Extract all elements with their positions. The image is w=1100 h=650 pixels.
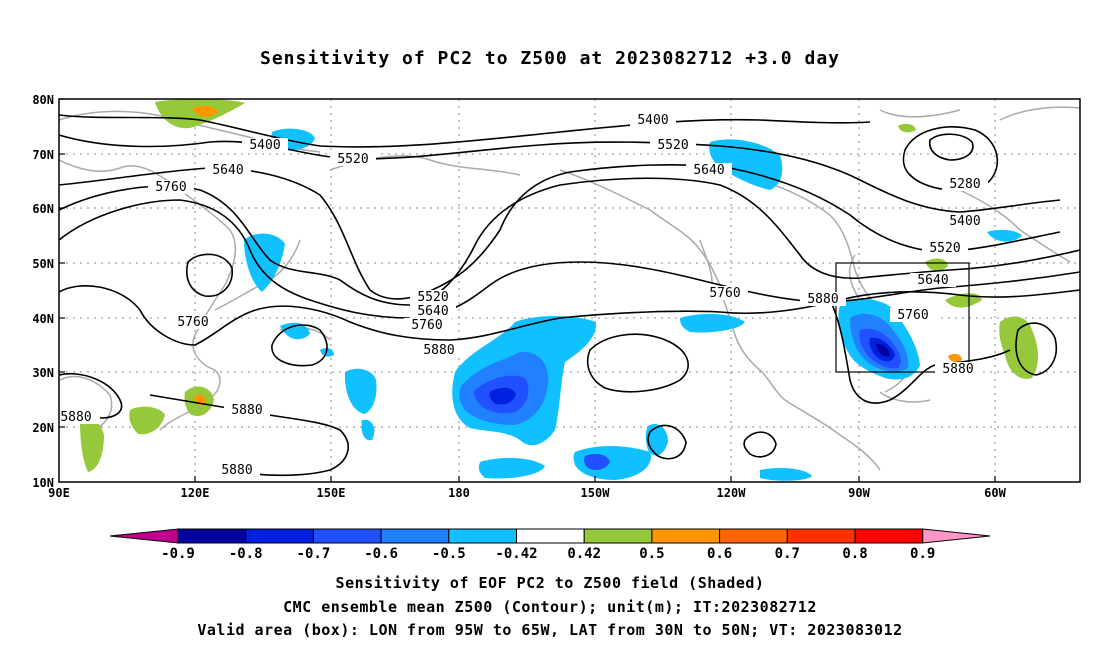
shade-patch xyxy=(876,343,890,357)
map-border xyxy=(58,98,1081,483)
shade-patch xyxy=(361,419,375,441)
colorbar-cell xyxy=(516,528,585,544)
shade-patch xyxy=(987,229,1022,242)
contour-label-group: 5400 5520 5640 5760 5520 5400 5640 5280 … xyxy=(59,113,988,478)
shade-patch xyxy=(489,387,516,405)
lon-label: 120W xyxy=(717,486,747,500)
contour-label: 5640 xyxy=(212,163,243,178)
colorbar-cell xyxy=(922,528,991,544)
colorbar-label: 0.7 xyxy=(775,546,800,562)
colorbar-label: -0.7 xyxy=(297,546,331,562)
shade-patch xyxy=(280,322,310,340)
lat-label: 40N xyxy=(32,312,54,326)
shade-patch xyxy=(948,353,962,363)
shade-patch xyxy=(680,313,745,333)
colorbar-label: -0.9 xyxy=(161,546,195,562)
colorbar-cell xyxy=(854,528,924,544)
shade-patch xyxy=(244,233,285,292)
colorbar-cell xyxy=(177,528,247,544)
shade-patch xyxy=(584,454,610,470)
shade-patch xyxy=(478,457,545,479)
contour-label: 5760 xyxy=(897,308,928,323)
lat-label: 30N xyxy=(32,366,54,380)
contour-label: 5760 xyxy=(709,286,740,301)
shade-patch xyxy=(192,105,218,117)
map-title: Sensitivity of PC2 to Z500 at 2023082712… xyxy=(259,48,840,69)
contour-label: 5400 xyxy=(949,214,980,229)
contour-label: 5520 xyxy=(929,241,960,256)
contour-label: 5880 xyxy=(221,463,252,478)
colorbar-cell xyxy=(786,528,856,544)
colorbar-label: -0.8 xyxy=(229,546,263,562)
colorbar-cell xyxy=(380,528,450,544)
contour-label: 5400 xyxy=(637,113,668,128)
colorbar-label: 0.8 xyxy=(842,546,867,562)
shade-patch xyxy=(925,258,948,271)
contour-label: 5880 xyxy=(807,292,838,307)
colorbar-cell xyxy=(109,528,179,544)
caption-line-2: CMC ensemble mean Z500 (Contour); unit(m… xyxy=(283,598,817,616)
colorbar-label: -0.5 xyxy=(432,546,466,562)
colorbar xyxy=(109,528,991,544)
colorbar-cell xyxy=(651,528,721,544)
lat-label: 20N xyxy=(32,421,54,435)
caption-line-3: Valid area (box): LON from 95W to 65W, L… xyxy=(197,621,903,639)
colorbar-label: -0.42 xyxy=(495,546,537,562)
colorbar-cell xyxy=(583,528,653,544)
contour-label: 5760 xyxy=(155,180,186,195)
colorbar-label: 0.42 xyxy=(567,546,601,562)
latitude-labels: 80N 70N 60N 50N 40N 30N 20N 10N xyxy=(32,93,54,490)
contour-label: 5880 xyxy=(60,410,91,425)
colorbar-cell xyxy=(719,528,788,544)
lat-label: 10N xyxy=(32,476,54,490)
contour-label: 5640 xyxy=(417,304,448,319)
map-area xyxy=(59,99,1080,482)
contour-lines xyxy=(59,114,1080,477)
colorbar-label: -0.6 xyxy=(364,546,398,562)
lon-label: 150W xyxy=(581,486,611,500)
contour-label: 5280 xyxy=(949,177,980,192)
contour-label: 5880 xyxy=(231,403,262,418)
shade-patch xyxy=(80,417,104,472)
longitude-labels: 90E 120E 150E 180 150W 120W 90W 60W xyxy=(48,486,1006,500)
contour-label: 5760 xyxy=(177,315,208,330)
valid-area-box xyxy=(835,262,970,373)
shade-patch xyxy=(999,316,1038,379)
shade-patch xyxy=(344,368,377,414)
lon-label: 150E xyxy=(317,486,346,500)
contour-label: 5520 xyxy=(417,290,448,305)
contour-label: 5880 xyxy=(942,362,973,377)
caption-line-1: Sensitivity of EOF PC2 to Z500 field (Sh… xyxy=(335,574,765,592)
lon-label: 60W xyxy=(984,486,1006,500)
lon-label: 90E xyxy=(48,486,70,500)
contour-label: 5640 xyxy=(917,273,948,288)
shade-patch xyxy=(760,468,812,481)
colorbar-cell xyxy=(245,528,314,544)
colorbar-label: 0.6 xyxy=(707,546,732,562)
contour-label: 5400 xyxy=(249,138,280,153)
lat-label: 50N xyxy=(32,257,54,271)
lat-label: 60N xyxy=(32,202,54,216)
colorbar-label: 0.9 xyxy=(910,546,935,562)
shaded-regions xyxy=(80,99,1038,481)
colorbar-label: 0.5 xyxy=(639,546,664,562)
lat-label: 70N xyxy=(32,148,54,162)
lat-label: 80N xyxy=(32,93,54,107)
shade-patch xyxy=(898,123,916,133)
contour-label: 5760 xyxy=(411,318,442,333)
lon-label: 180 xyxy=(448,486,470,500)
colorbar-cell xyxy=(312,528,382,544)
contour-label: 5520 xyxy=(337,152,368,167)
contour-label: 5520 xyxy=(657,138,688,153)
axis-ticks xyxy=(59,98,996,482)
shade-patch xyxy=(129,406,165,435)
lon-label: 120E xyxy=(181,486,210,500)
colorbar-labels: -0.9 -0.8 -0.7 -0.6 -0.5 -0.42 0.42 0.5 … xyxy=(161,546,935,562)
lon-label: 90W xyxy=(848,486,870,500)
colorbar-cell xyxy=(448,528,517,544)
contour-label: 5640 xyxy=(693,163,724,178)
contour-label: 5880 xyxy=(423,343,454,358)
